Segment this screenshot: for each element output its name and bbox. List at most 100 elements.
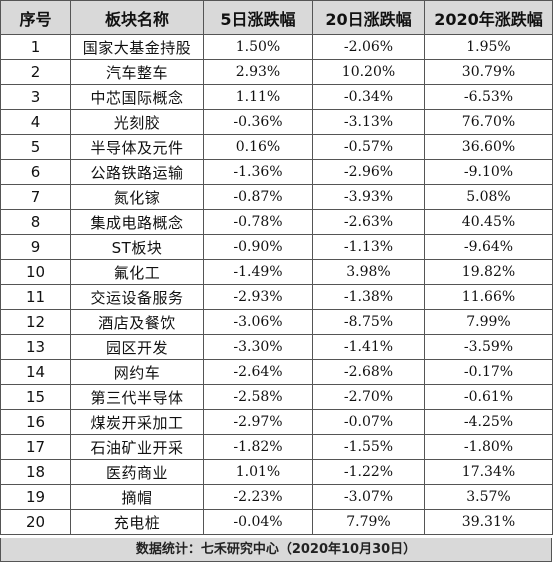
header-sector-name: 板块名称	[70, 0, 204, 35]
sector-name: 摘帽	[70, 484, 204, 510]
sector-name: 第三代半导体	[70, 384, 204, 410]
change-20day: -2.06%	[312, 34, 425, 60]
change-2020: 7.99%	[424, 309, 553, 335]
table-row: 1 国家大基金持股 1.50% -2.06% 1.95%	[0, 34, 553, 60]
change-20day: -0.34%	[312, 84, 425, 110]
sector-name: 医药商业	[70, 459, 204, 485]
table-row: 16 煤炭开采加工 -2.97% -0.07% -4.25%	[0, 409, 553, 435]
header-20day-change: 20日涨跌幅	[312, 0, 425, 35]
sector-name: 半导体及元件	[70, 134, 204, 160]
table-row: 6 公路铁路运输 -1.36% -2.96% -9.10%	[0, 159, 553, 185]
change-20day: -1.55%	[312, 434, 425, 460]
change-20day: -2.68%	[312, 359, 425, 385]
change-5day: 1.11%	[203, 84, 313, 110]
change-5day: -2.58%	[203, 384, 313, 410]
row-index: 8	[0, 209, 71, 235]
change-5day: 0.16%	[203, 134, 313, 160]
sector-name: ST板块	[70, 234, 204, 260]
sector-name: 光刻胶	[70, 109, 204, 135]
row-index: 4	[0, 109, 71, 135]
row-index: 15	[0, 384, 71, 410]
change-5day: -2.97%	[203, 409, 313, 435]
row-index: 5	[0, 134, 71, 160]
change-2020: -1.80%	[424, 434, 553, 460]
change-2020: 40.45%	[424, 209, 553, 235]
change-5day: -2.23%	[203, 484, 313, 510]
table-row: 20 充电桩 -0.04% 7.79% 39.31%	[0, 509, 553, 535]
sector-name: 充电桩	[70, 509, 204, 535]
table-row: 9 ST板块 -0.90% -1.13% -9.64%	[0, 234, 553, 260]
table-row: 7 氮化镓 -0.87% -3.93% 5.08%	[0, 184, 553, 210]
row-index: 7	[0, 184, 71, 210]
table-row: 14 网约车 -2.64% -2.68% -0.17%	[0, 359, 553, 385]
table-row: 11 交运设备服务 -2.93% -1.38% 11.66%	[0, 284, 553, 310]
change-20day: 7.79%	[312, 509, 425, 535]
sector-name: 氮化镓	[70, 184, 204, 210]
table-row: 5 半导体及元件 0.16% -0.57% 36.60%	[0, 134, 553, 160]
change-2020: 39.31%	[424, 509, 553, 535]
change-5day: -1.82%	[203, 434, 313, 460]
change-20day: -1.13%	[312, 234, 425, 260]
row-index: 9	[0, 234, 71, 260]
change-2020: 1.95%	[424, 34, 553, 60]
table-row: 15 第三代半导体 -2.58% -2.70% -0.61%	[0, 384, 553, 410]
change-20day: -0.57%	[312, 134, 425, 160]
change-20day: -3.13%	[312, 109, 425, 135]
change-20day: 10.20%	[312, 59, 425, 85]
change-20day: -2.96%	[312, 159, 425, 185]
sector-name: 集成电路概念	[70, 209, 204, 235]
change-2020: 17.34%	[424, 459, 553, 485]
header-row: 序号 板块名称 5日涨跌幅 20日涨跌幅 2020年涨跌幅	[0, 0, 553, 35]
row-index: 10	[0, 259, 71, 285]
change-2020: 76.70%	[424, 109, 553, 135]
change-5day: -3.06%	[203, 309, 313, 335]
sector-name: 汽车整车	[70, 59, 204, 85]
change-20day: -2.70%	[312, 384, 425, 410]
change-5day: -1.49%	[203, 259, 313, 285]
row-index: 16	[0, 409, 71, 435]
table-row: 12 酒店及餐饮 -3.06% -8.75% 7.99%	[0, 309, 553, 335]
table-row: 10 氟化工 -1.49% 3.98% 19.82%	[0, 259, 553, 285]
change-5day: 1.50%	[203, 34, 313, 60]
change-2020: -0.61%	[424, 384, 553, 410]
change-20day: -1.38%	[312, 284, 425, 310]
change-20day: -3.07%	[312, 484, 425, 510]
change-2020: 11.66%	[424, 284, 553, 310]
table-body: 1 国家大基金持股 1.50% -2.06% 1.95% 2 汽车整车 2.93% 10.20%…	[0, 34, 553, 535]
table-row: 8 集成电路概念 -0.78% -2.63% 40.45%	[0, 209, 553, 235]
table-row: 19 摘帽 -2.23% -3.07% 3.57%	[0, 484, 553, 510]
sector-name: 公路铁路运输	[70, 159, 204, 185]
row-index: 17	[0, 434, 71, 460]
change-2020: -0.17%	[424, 359, 553, 385]
table-row: 3 中芯国际概念 1.11% -0.34% -6.53%	[0, 84, 553, 110]
row-index: 14	[0, 359, 71, 385]
change-2020: 36.60%	[424, 134, 553, 160]
table-row: 2 汽车整车 2.93% 10.20% 30.79%	[0, 59, 553, 85]
sector-name: 中芯国际概念	[70, 84, 204, 110]
row-index: 3	[0, 84, 71, 110]
change-5day: -3.30%	[203, 334, 313, 360]
change-2020: -9.10%	[424, 159, 553, 185]
change-5day: -2.64%	[203, 359, 313, 385]
sector-name: 交运设备服务	[70, 284, 204, 310]
sector-name: 国家大基金持股	[70, 34, 204, 60]
row-index: 2	[0, 59, 71, 85]
change-2020: -6.53%	[424, 84, 553, 110]
change-2020: -3.59%	[424, 334, 553, 360]
table-row: 18 医药商业 1.01% -1.22% 17.34%	[0, 459, 553, 485]
header-index: 序号	[0, 0, 71, 35]
change-5day: 2.93%	[203, 59, 313, 85]
sector-name: 石油矿业开采	[70, 434, 204, 460]
sector-name: 园区开发	[70, 334, 204, 360]
change-5day: -2.93%	[203, 284, 313, 310]
change-5day: 1.01%	[203, 459, 313, 485]
change-2020: 3.57%	[424, 484, 553, 510]
header-2020-change: 2020年涨跌幅	[424, 0, 553, 35]
change-5day: -1.36%	[203, 159, 313, 185]
row-index: 18	[0, 459, 71, 485]
change-20day: -2.63%	[312, 209, 425, 235]
change-2020: -4.25%	[424, 409, 553, 435]
change-5day: -0.90%	[203, 234, 313, 260]
change-20day: -1.22%	[312, 459, 425, 485]
